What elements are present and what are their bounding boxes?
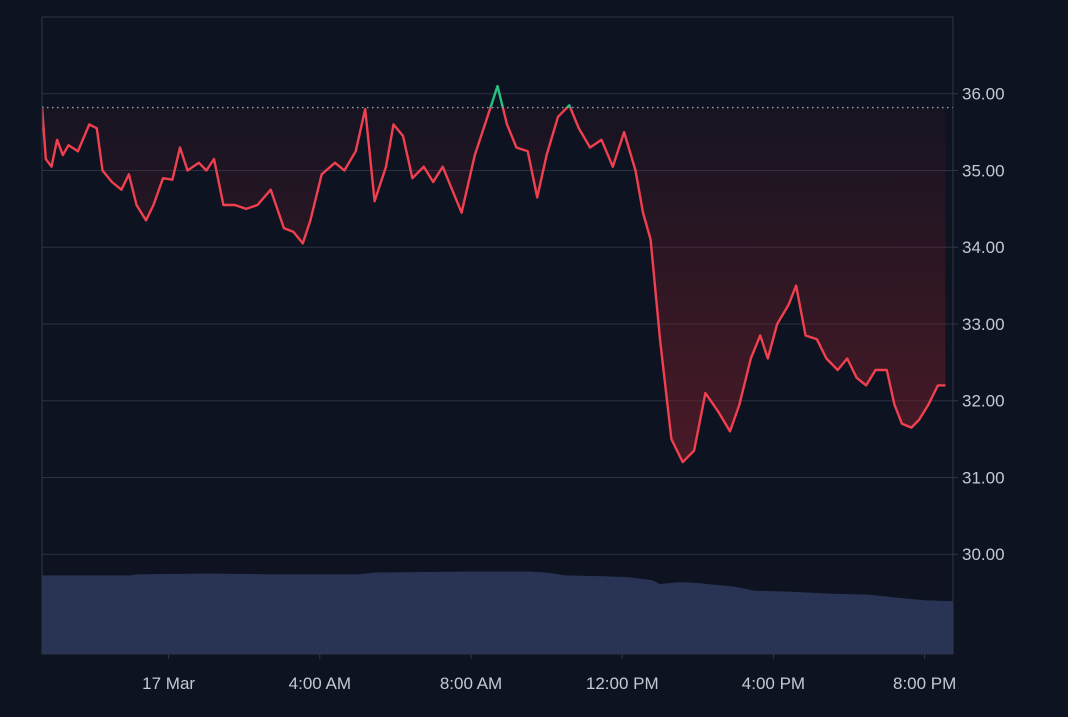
- x-axis: 17 Mar 4:00 AM 8:00 AM 12:00 PM 4:00 PM 8:00 …: [142, 654, 956, 693]
- price-line: [42, 84, 946, 464]
- y-tick-label: 33.00: [962, 315, 1005, 334]
- plot-frame: [41, 16, 954, 655]
- x-tick-label: 8:00 AM: [440, 674, 502, 693]
- x-tick-label: 4:00 AM: [289, 674, 351, 693]
- x-tick-label: 4:00 PM: [742, 674, 805, 693]
- y-tick-label: 30.00: [962, 545, 1005, 564]
- y-tick-label: 31.00: [962, 468, 1005, 487]
- x-tick-label: 17 Mar: [142, 674, 195, 693]
- y-tick-label: 35.00: [962, 161, 1005, 180]
- x-tick-label: 8:00 PM: [893, 674, 956, 693]
- y-axis: 36.00 35.00 34.00 33.00 32.00 31.00 30.00: [953, 85, 1005, 564]
- y-tick-label: 34.00: [962, 238, 1005, 257]
- y-tick-label: 36.00: [962, 85, 1005, 104]
- volume-shape: [42, 571, 953, 654]
- volume-area: [42, 560, 953, 654]
- x-tick-label: 12:00 PM: [586, 674, 659, 693]
- price-line-below: [42, 107, 946, 464]
- grid-lines: [42, 93, 953, 555]
- area-fill: [42, 107, 946, 463]
- price-fill: [42, 107, 946, 463]
- y-tick-label: 32.00: [962, 392, 1005, 411]
